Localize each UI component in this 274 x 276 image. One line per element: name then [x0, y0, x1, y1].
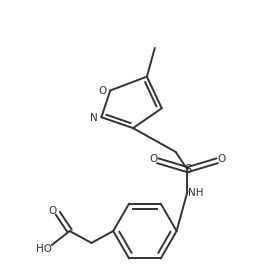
Text: O: O: [150, 154, 158, 164]
Text: N: N: [90, 113, 97, 123]
Text: O: O: [49, 206, 57, 216]
Text: NH: NH: [188, 189, 203, 198]
Text: O: O: [98, 86, 107, 97]
Text: S: S: [184, 163, 191, 176]
Text: O: O: [217, 154, 225, 164]
Text: HO: HO: [36, 244, 52, 254]
